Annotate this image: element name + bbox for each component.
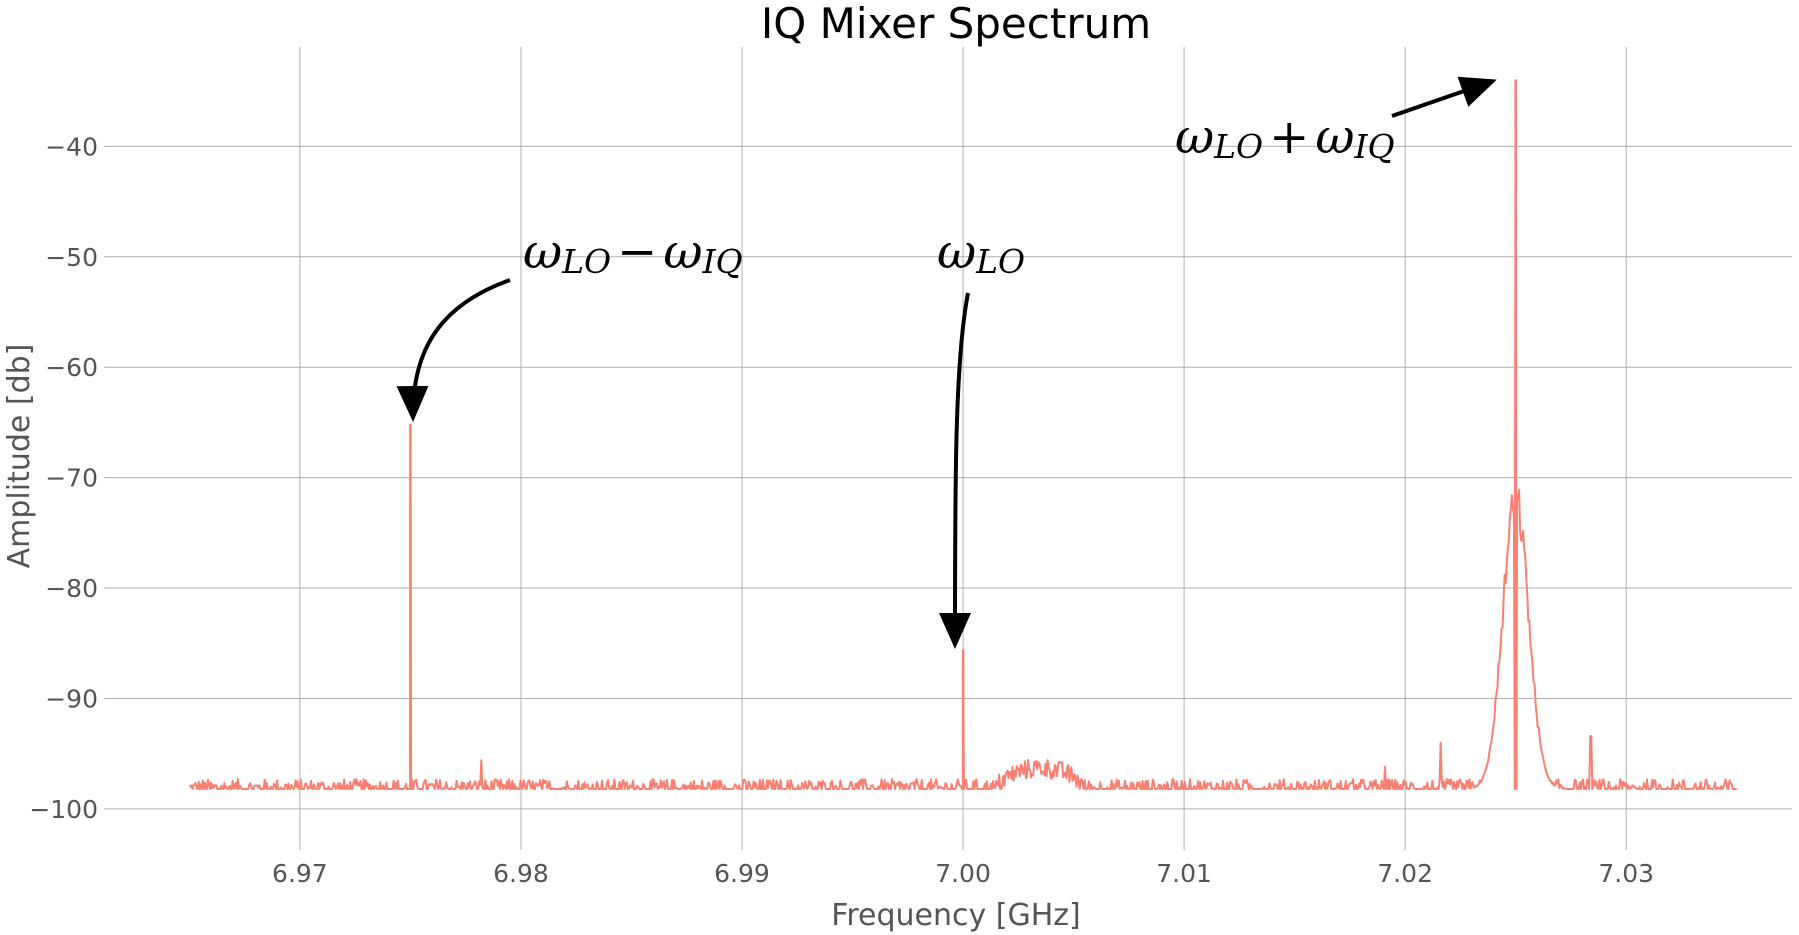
annotation-carrier: ωLO [937, 224, 1025, 281]
annotation-upper-sideband: ωLO + ωIQ [1175, 109, 1395, 166]
annot-sub-iq: IQ [701, 242, 742, 281]
y-tick-label: −50 [45, 243, 98, 272]
annotation-arrow-upper-sideband [1391, 76, 1497, 118]
annot-sub-lo-carrier: LO [975, 242, 1025, 281]
y-tick-label: −60 [45, 353, 98, 382]
chart-title: IQ Mixer Spectrum [761, 0, 1151, 48]
x-tick-label: 7.00 [935, 859, 991, 888]
annot-minus: − [617, 224, 657, 280]
series-layer [188, 79, 1737, 790]
annot-omega-u1: ω [1175, 109, 1214, 165]
x-axis-label: Frequency [GHz] [831, 898, 1080, 933]
y-tick-label: −80 [45, 574, 98, 603]
annot-omega-u2: ω [1315, 109, 1354, 165]
y-tick-label: −70 [45, 464, 98, 493]
x-tick-label: 6.99 [714, 859, 770, 888]
annot-plus: + [1269, 109, 1309, 165]
annotation-lower-sideband: ωLO − ωIQ [523, 224, 743, 281]
annotation-arrow-carrier [939, 292, 972, 649]
y-tick-label: −90 [45, 684, 98, 713]
x-tick-label: 7.02 [1377, 859, 1433, 888]
y-tick-label: −100 [29, 795, 98, 824]
y-tick-label: −40 [45, 132, 98, 161]
x-tick-label: 7.03 [1598, 859, 1654, 888]
x-tick-label: 6.98 [493, 859, 549, 888]
grid-lines [104, 47, 1792, 850]
annot-omega-1: ω [523, 224, 562, 280]
annot-omega-carrier: ω [937, 224, 976, 280]
y-axis-label: Amplitude [db] [2, 344, 37, 569]
annot-sub-lo: LO [561, 242, 611, 281]
annotation-arrow-lower-sideband [396, 278, 511, 422]
annot-omega-2: ω [663, 224, 702, 280]
annot-sub-lo-u: LO [1213, 127, 1263, 166]
tick-labels: 6.97 6.98 6.99 7.00 7.01 7.02 7.03 −40 −50 −60 −70… [29, 132, 1654, 888]
x-tick-label: 7.01 [1156, 859, 1212, 888]
annot-sub-iq-u: IQ [1353, 127, 1394, 166]
x-tick-label: 6.97 [272, 859, 328, 888]
